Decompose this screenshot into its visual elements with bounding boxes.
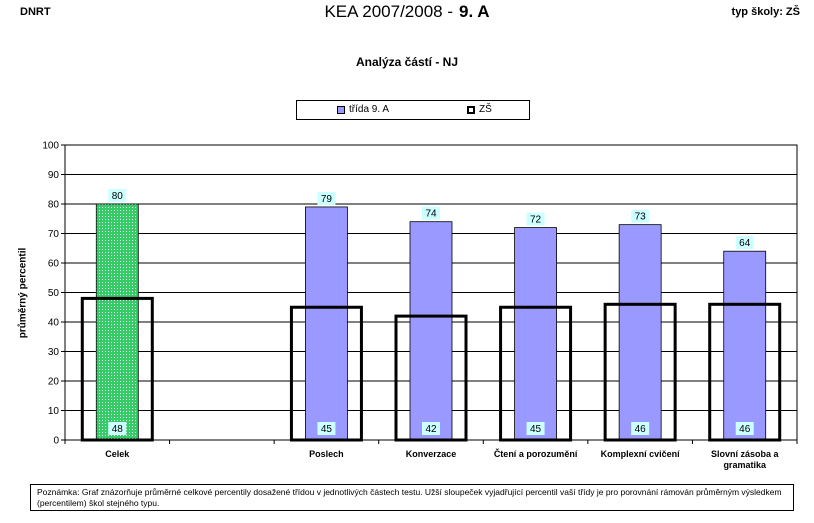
bar-class	[409, 221, 453, 441]
bar-class	[514, 227, 557, 441]
data-label-bg-class	[735, 236, 754, 250]
data-label-class: 73	[635, 212, 647, 223]
y-tick-label: 0	[53, 436, 59, 447]
bar-school-outline	[499, 305, 573, 442]
data-label-bg-school	[108, 422, 127, 435]
chart-title: Analýza částí - NJ	[355, 55, 459, 69]
data-label-school: 46	[635, 424, 647, 435]
data-label-school: 45	[530, 424, 542, 435]
y-tick-label: 50	[48, 288, 60, 299]
chart-note: Poznámka: Graf znázorňuje průměrné celko…	[30, 484, 794, 511]
legend-swatch-class	[337, 105, 345, 114]
bar-school-outline	[603, 302, 677, 442]
bar-class	[305, 206, 348, 441]
data-label-bg-school	[526, 422, 545, 435]
data-label-bg-class	[108, 189, 127, 202]
y-tick-label: 100	[42, 141, 59, 152]
y-tick-label: 40	[48, 318, 60, 329]
chart-legend: třída 9. A ZŠ	[296, 100, 530, 120]
data-label-class: 80	[112, 191, 124, 202]
y-tick-label: 60	[48, 259, 60, 270]
y-tick-label: 20	[48, 377, 60, 388]
data-label-school: 46	[739, 424, 751, 435]
x-category-label: Slovní zásoba a	[711, 449, 780, 459]
data-label-school: 48	[112, 424, 124, 435]
bar-school-outline	[80, 296, 154, 442]
legend-label-class: třída 9. A	[349, 104, 390, 115]
y-tick-label: 10	[48, 406, 60, 417]
data-label-bg-school	[735, 422, 754, 435]
x-category-label: Celek	[105, 449, 130, 459]
data-label-bg-school	[317, 422, 336, 435]
y-tick-label: 80	[48, 200, 60, 211]
bar-class	[723, 250, 767, 441]
data-label-bg-class	[631, 209, 650, 223]
legend-swatch-school	[467, 105, 475, 114]
data-label-bg-class	[526, 212, 545, 226]
y-tick-label: 70	[48, 229, 60, 240]
x-category-label: Poslech	[309, 449, 344, 459]
school-code: DNRT	[20, 6, 51, 18]
report-title: KEA 2007/2008 - 9. A	[0, 2, 814, 22]
bar-chart: 0 10 20 30 40 50 60 70 80 90 100 80 48 Celek 79 45 Posle…	[42, 141, 798, 470]
x-category-label: Komplexní cvičení	[601, 449, 681, 459]
data-label-bg-class	[317, 191, 336, 205]
data-label-bg-class	[422, 206, 440, 220]
y-tick-label: 90	[48, 170, 60, 181]
bar-school-outline	[708, 302, 782, 442]
data-label-bg-school	[631, 422, 650, 435]
bar-class	[95, 203, 139, 441]
legend-item-class: třída 9. A	[337, 104, 389, 115]
bar-school-outline	[289, 305, 363, 442]
data-label-school: 45	[321, 424, 333, 435]
school-type: typ školy: ZŠ	[731, 6, 800, 18]
x-category-label: gramatika	[723, 460, 767, 470]
legend-item-school: ZŠ	[467, 104, 492, 115]
report-title-class: 9. A	[459, 2, 490, 21]
bar-class	[618, 224, 662, 441]
bar-school-outline	[394, 314, 468, 442]
data-label-class: 64	[739, 238, 751, 249]
data-label-school: 42	[425, 424, 437, 435]
y-tick-label: 30	[48, 347, 60, 358]
data-label-bg-school	[422, 422, 440, 435]
x-category-label: Čtení a porozumění	[494, 448, 578, 459]
data-label-class: 79	[321, 194, 333, 205]
x-category-label: Konverzace	[406, 449, 457, 459]
data-label-class: 74	[425, 209, 437, 220]
legend-label-school: ZŠ	[479, 104, 492, 115]
data-label-class: 72	[530, 215, 542, 226]
report-title-main: KEA 2007/2008 -	[324, 2, 453, 21]
